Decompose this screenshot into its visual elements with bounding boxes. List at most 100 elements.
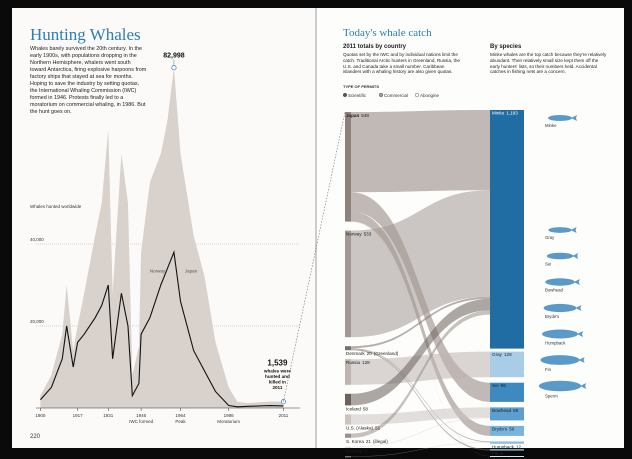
country-value: 21 (366, 439, 372, 444)
species-bar (490, 425, 524, 436)
flow (351, 442, 490, 457)
country-bar (345, 346, 351, 351)
country-note: (Greenland) (374, 351, 399, 356)
country-bar (345, 414, 351, 425)
country-label: Iceland 58 (346, 406, 368, 411)
event-label: Moratorium (217, 419, 240, 424)
country-bar (345, 456, 351, 458)
series-label: Whales hunted worldwide (30, 204, 82, 209)
x-tick-label: 1946 (136, 413, 147, 418)
country-text: Quotas set by the IWC and by individual … (343, 52, 460, 75)
species-name: Sei (492, 383, 499, 388)
legend-title: TYPE OF PERMITS (343, 84, 379, 89)
legend-swatch (379, 92, 384, 97)
species-bar (490, 456, 524, 457)
whale-tail (578, 357, 585, 363)
legend-swatch (415, 92, 420, 97)
country-name: S. Korea (346, 439, 364, 444)
flow (351, 298, 490, 406)
flow (351, 351, 490, 385)
species-value: 96 (501, 383, 507, 388)
flow (351, 221, 490, 457)
country-label: Norway 533 (346, 232, 372, 237)
x-tick-label: 2011 (279, 413, 289, 418)
country-value: 20 (367, 351, 373, 356)
area (40, 67, 284, 409)
whale-caption: Minke (545, 123, 557, 128)
x-tick-label: 1931 (103, 413, 114, 418)
country-label: Russia 128 (346, 360, 370, 365)
country-name: Japan (346, 113, 359, 118)
page-number: 220 (30, 434, 41, 440)
species-value: 128 (504, 352, 512, 357)
flow (351, 190, 490, 338)
species-label: Fin 6 (492, 451, 503, 456)
species-label: Gray 128 (492, 352, 512, 357)
annotation-text: whales were hunted and killed in 2011 (263, 369, 292, 391)
series-label: Japan (185, 269, 198, 274)
species-name: Gray (492, 352, 503, 357)
country-value: 58 (363, 406, 369, 411)
whale-icon (540, 355, 580, 365)
connector (283, 111, 346, 402)
event-label: Peak (175, 419, 186, 424)
intro-text: Whales barely survived the 20th century.… (30, 46, 147, 115)
subtitle: 2011 totals by country (343, 44, 407, 50)
whale-caption: Sperm (545, 393, 558, 398)
country-label: U.S. (Alaska) 51 (346, 426, 381, 431)
country-bar (345, 446, 351, 448)
country-value: 548 (361, 113, 369, 118)
species-text: Minke whales are the top catch because t… (490, 52, 607, 75)
country-label: Japan 548 (346, 113, 369, 118)
x-tick-label: 1900 (35, 413, 46, 418)
flow (351, 211, 490, 436)
country-note: (illegal) (373, 439, 388, 444)
x-tick-label: 1986 (224, 413, 235, 418)
legend-swatch (343, 92, 348, 97)
whale-tail (572, 253, 579, 259)
country-label: Denmark 20 (Greenland) (346, 351, 399, 356)
annotation-value: 1,539 (267, 359, 288, 368)
species-bar (490, 449, 524, 451)
whale-icon (542, 329, 578, 339)
legend-label: Aborigine (420, 93, 440, 98)
country-name: Iceland (346, 406, 361, 411)
whale-caption: Bryde's (545, 314, 559, 319)
species-label: Bryde's 50 (492, 426, 515, 431)
whale-icon (548, 227, 572, 233)
annotation-point (171, 65, 177, 71)
species-bar (490, 382, 524, 402)
species-name: Bryde's (492, 426, 508, 431)
whale-icon (543, 303, 577, 313)
x-tick-label: 1964 (176, 413, 187, 418)
species-value: 1,193 (506, 111, 518, 116)
species-name: Bowhead (492, 408, 512, 413)
country-value: 51 (375, 426, 381, 431)
country-name: Canada (346, 449, 363, 454)
species-value: 50 (509, 426, 515, 431)
event-label: IWC formed (129, 419, 154, 424)
series-label: Norway (150, 269, 166, 274)
whale-tail (577, 331, 583, 337)
whale-caption: Gray (545, 235, 555, 240)
flow (351, 349, 490, 451)
species-label: Sei 96 (492, 383, 506, 388)
species-name: Sperm (492, 458, 506, 459)
country-value: 128 (362, 360, 370, 365)
species-bar (490, 110, 524, 349)
whale-caption: Humpback (545, 341, 566, 346)
whale-icon (546, 252, 574, 260)
species-heading: By species (490, 44, 522, 50)
flow (351, 407, 490, 425)
species-name: Humpback (492, 444, 515, 449)
whale-caption: Bowhead (545, 288, 564, 293)
country-bar (345, 112, 351, 222)
species-bar (490, 407, 524, 421)
species-name: Minke (492, 111, 505, 116)
species-label: Humpback 12 (492, 444, 522, 449)
country-label: S. Korea 21 (illegal) (346, 439, 388, 444)
country-value: 3 (364, 449, 367, 454)
flow (351, 310, 490, 438)
